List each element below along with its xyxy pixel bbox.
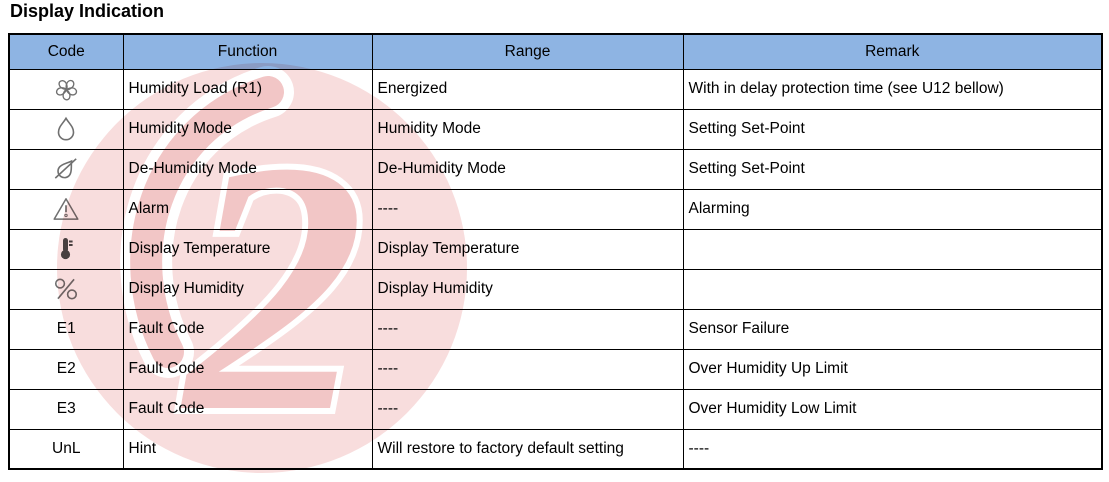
remark-cell [682, 268, 1103, 310]
code-cell [8, 148, 124, 190]
col-header-range: Range [371, 33, 684, 70]
range-cell: Humidity Mode [371, 108, 684, 150]
range-cell: De-Humidity Mode [371, 148, 684, 190]
table-row: Humidity Mode Humidity Mode Setting Set-… [8, 108, 1103, 150]
function-cell: Display Humidity [122, 268, 373, 310]
code-cell: UnL [8, 428, 124, 470]
display-indication-table: Code Function Range Remark Humidity Load… [8, 33, 1103, 470]
table-row: E2 Fault Code ---- Over Humidity Up Limi… [8, 348, 1103, 390]
table-row: E1 Fault Code ---- Sensor Failure [8, 308, 1103, 350]
table-row: Alarm ---- Alarming [8, 188, 1103, 230]
header-row: Code Function Range Remark [8, 33, 1103, 70]
remark-cell: With in delay protection time (see U12 b… [682, 68, 1103, 110]
function-cell: Display Temperature [122, 228, 373, 270]
code-cell [8, 68, 124, 110]
fan-icon [52, 75, 81, 104]
function-cell: Fault Code [122, 308, 373, 350]
thermometer-icon [52, 234, 80, 264]
dehumidity-drop-slash-icon [51, 154, 81, 184]
range-cell: ---- [371, 308, 684, 350]
remark-cell: ---- [682, 428, 1103, 470]
percent-humidity-icon [52, 275, 80, 303]
table-row: E3 Fault Code ---- Over Humidity Low Lim… [8, 388, 1103, 430]
function-cell: Hint [122, 428, 373, 470]
remark-cell: Alarming [682, 188, 1103, 230]
remark-cell: Over Humidity Up Limit [682, 348, 1103, 390]
indication-table: Code Function Range Remark Humidity Load… [8, 33, 1103, 470]
code-cell [8, 188, 124, 230]
range-cell: ---- [371, 188, 684, 230]
function-cell: Humidity Load (R1) [122, 68, 373, 110]
col-header-code: Code [8, 33, 124, 70]
function-cell: Fault Code [122, 388, 373, 430]
alarm-warning-icon [51, 194, 81, 224]
table-row: Display Humidity Display Humidity [8, 268, 1103, 310]
remark-cell: Sensor Failure [682, 308, 1103, 350]
table-row: Humidity Load (R1) Energized With in del… [8, 68, 1103, 110]
code-cell [8, 228, 124, 270]
function-cell: Alarm [122, 188, 373, 230]
code-cell [8, 268, 124, 310]
humidity-drop-icon [51, 114, 81, 144]
code-cell [8, 108, 124, 150]
range-cell: Energized [371, 68, 684, 110]
function-cell: De-Humidity Mode [122, 148, 373, 190]
remark-cell [682, 228, 1103, 270]
col-header-remark: Remark [682, 33, 1103, 70]
function-cell: Fault Code [122, 348, 373, 390]
code-cell: E3 [8, 388, 124, 430]
range-cell: Display Humidity [371, 268, 684, 310]
code-cell: E2 [8, 348, 124, 390]
table-row: UnL Hint Will restore to factory default… [8, 428, 1103, 470]
remark-cell: Over Humidity Low Limit [682, 388, 1103, 430]
range-cell: Will restore to factory default setting [371, 428, 684, 470]
remark-cell: Setting Set-Point [682, 148, 1103, 190]
table-row: De-Humidity Mode De-Humidity Mode Settin… [8, 148, 1103, 190]
code-cell: E1 [8, 308, 124, 350]
col-header-function: Function [122, 33, 373, 70]
range-cell: ---- [371, 348, 684, 390]
range-cell: ---- [371, 388, 684, 430]
table-row: Display Temperature Display Temperature [8, 228, 1103, 270]
range-cell: Display Temperature [371, 228, 684, 270]
function-cell: Humidity Mode [122, 108, 373, 150]
page-title: Display Indication [10, 1, 165, 21]
remark-cell: Setting Set-Point [682, 108, 1103, 150]
